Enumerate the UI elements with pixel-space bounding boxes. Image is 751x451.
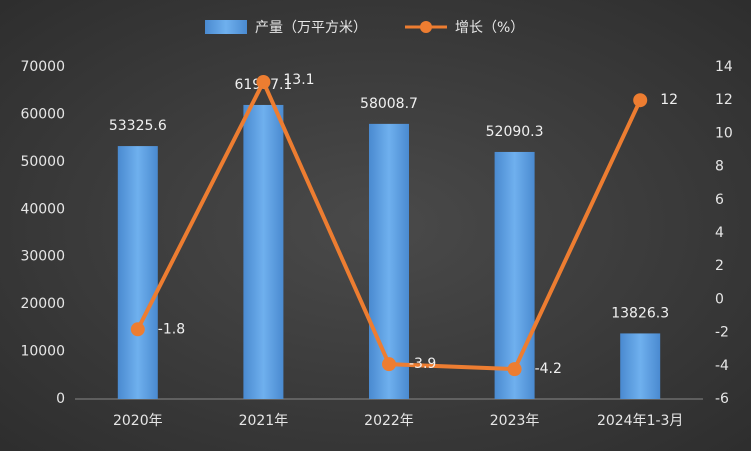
line-value-label: -3.9 bbox=[409, 356, 436, 372]
bar bbox=[494, 151, 535, 399]
y2-tick-label: 2 bbox=[715, 258, 724, 274]
legend-label: 增长（%） bbox=[455, 20, 524, 36]
y2-tick-label: -4 bbox=[715, 358, 729, 374]
bar-value-label: 13826.3 bbox=[611, 305, 669, 321]
bar bbox=[243, 104, 284, 400]
y-tick-label: 30000 bbox=[20, 249, 65, 265]
bar-value-label: 52090.3 bbox=[486, 124, 544, 140]
y2-tick-label: 0 bbox=[715, 291, 724, 307]
y2-tick-label: 6 bbox=[715, 192, 724, 208]
y2-tick-label: 8 bbox=[715, 159, 724, 175]
line-marker bbox=[130, 322, 145, 337]
x-tick-label: 2020年 bbox=[113, 413, 163, 429]
y2-tick-label: 12 bbox=[715, 92, 733, 108]
line-marker bbox=[256, 74, 271, 89]
y2-tick-label: 10 bbox=[715, 125, 733, 141]
x-tick-label: 2023年 bbox=[490, 413, 540, 429]
y-tick-label: 0 bbox=[56, 391, 65, 407]
y-tick-label: 40000 bbox=[20, 201, 65, 217]
bar bbox=[369, 123, 409, 400]
bar-value-label: 58008.7 bbox=[360, 96, 418, 112]
legend-swatch bbox=[420, 21, 432, 33]
line-value-label: 12 bbox=[660, 92, 678, 108]
x-tick-label: 2022年 bbox=[364, 413, 414, 429]
y-tick-label: 50000 bbox=[20, 154, 65, 170]
legend-label: 产量（万平方米） bbox=[255, 20, 367, 36]
line-value-label: -1.8 bbox=[158, 321, 185, 337]
bar-value-label: 53325.6 bbox=[109, 118, 167, 134]
line-value-label: -4.2 bbox=[535, 361, 562, 377]
x-tick-label: 2024年1-3月 bbox=[597, 413, 684, 429]
line-marker bbox=[633, 93, 648, 108]
y-tick-label: 10000 bbox=[20, 344, 65, 360]
y-tick-label: 70000 bbox=[20, 59, 65, 75]
y2-tick-label: -2 bbox=[715, 325, 729, 341]
y2-tick-label: 4 bbox=[715, 225, 724, 241]
legend-swatch bbox=[205, 20, 247, 34]
y-tick-label: 20000 bbox=[20, 296, 65, 312]
x-tick-label: 2021年 bbox=[239, 413, 289, 429]
y2-tick-label: 14 bbox=[715, 59, 733, 75]
bar bbox=[117, 146, 158, 399]
line-marker bbox=[382, 357, 396, 372]
y-tick-label: 60000 bbox=[20, 106, 65, 122]
line-marker bbox=[507, 362, 522, 377]
line-value-label: 13.1 bbox=[283, 72, 314, 88]
y2-tick-label: -6 bbox=[715, 391, 729, 407]
bar bbox=[620, 333, 661, 399]
